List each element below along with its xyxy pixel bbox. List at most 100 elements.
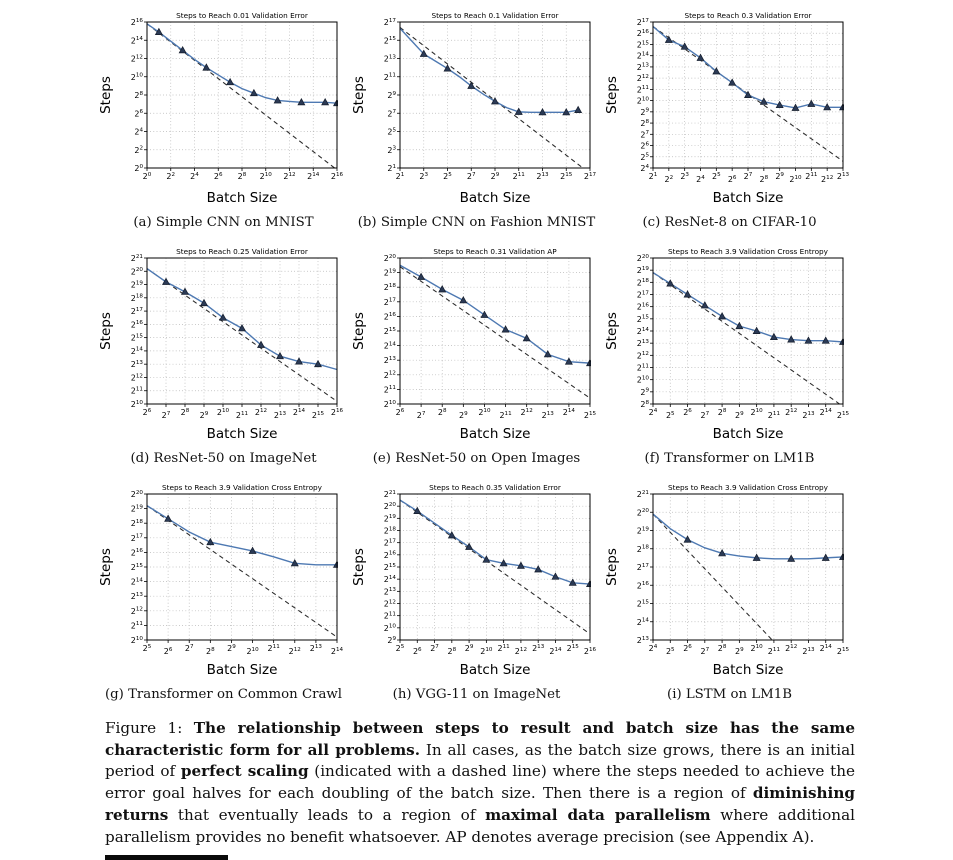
svg-text:28: 28 xyxy=(447,647,456,656)
figure-grid: 20 22 24 26 28 210 212 214 216 20 22 24 26 28 210 212 21… xyxy=(97,0,856,702)
svg-text:212: 212 xyxy=(131,373,143,382)
svg-text:28: 28 xyxy=(438,408,447,417)
svg-text:217: 217 xyxy=(637,290,650,299)
svg-text:29: 29 xyxy=(640,108,649,117)
svg-text:217: 217 xyxy=(384,298,397,307)
svg-text:29: 29 xyxy=(387,91,396,100)
svg-text:217: 217 xyxy=(637,18,650,27)
caption-row-2: (d) ResNet-50 on ImageNet (e) ResNet-50 … xyxy=(97,451,856,466)
svg-text:29: 29 xyxy=(387,636,396,645)
svg-text:213: 213 xyxy=(637,636,650,645)
caption-row-1: (a) Simple CNN on MNIST (b) Simple CNN o… xyxy=(97,215,856,230)
svg-text:215: 215 xyxy=(384,36,397,45)
svg-text:219: 219 xyxy=(637,266,650,275)
svg-text:220: 220 xyxy=(131,490,144,499)
svg-text:26: 26 xyxy=(164,647,173,656)
svg-text:211: 211 xyxy=(498,644,511,653)
svg-text:211: 211 xyxy=(513,172,526,181)
svg-text:28: 28 xyxy=(718,644,727,653)
svg-text:210: 210 xyxy=(478,408,491,417)
svg-text:212: 212 xyxy=(131,54,143,63)
svg-text:215: 215 xyxy=(131,333,144,342)
svg-text:25: 25 xyxy=(640,153,649,162)
svg-text:210: 210 xyxy=(751,408,764,417)
svg-text:Steps to Reach 0.25 Validation: Steps to Reach 0.25 Validation Error xyxy=(176,247,308,256)
svg-text:213: 213 xyxy=(837,172,850,181)
svg-text:28: 28 xyxy=(640,400,649,409)
svg-text:220: 220 xyxy=(637,254,650,263)
svg-text:29: 29 xyxy=(465,644,474,653)
svg-text:211: 211 xyxy=(268,644,281,653)
svg-text:29: 29 xyxy=(775,172,784,181)
svg-text:21: 21 xyxy=(387,164,396,173)
subplot-e-resnet50-open-images: 26 27 28 29 210 211 212 213 214 215 210 211 212 213 21… xyxy=(350,246,603,448)
svg-text:213: 213 xyxy=(384,587,397,596)
svg-text:211: 211 xyxy=(131,621,144,630)
svg-text:27: 27 xyxy=(467,172,476,181)
svg-text:221: 221 xyxy=(384,490,397,499)
svg-text:216: 216 xyxy=(637,581,650,590)
chart-a-svg: 20 22 24 26 28 210 212 214 216 20 22 24 26 28 210 212 21… xyxy=(98,11,344,206)
svg-text:210: 210 xyxy=(384,624,397,633)
svg-text:Steps to Reach 0.31 Validation: Steps to Reach 0.31 Validation AP xyxy=(433,247,557,256)
svg-text:216: 216 xyxy=(331,408,344,417)
svg-text:213: 213 xyxy=(131,360,144,369)
svg-text:215: 215 xyxy=(584,411,597,420)
subplot-d-resnet50-imagenet: 26 27 28 29 210 211 212 213 214 215 216 210 211 212 21… xyxy=(97,246,350,448)
svg-text:Steps: Steps xyxy=(604,548,620,586)
svg-text:24: 24 xyxy=(696,175,705,184)
svg-text:22: 22 xyxy=(665,175,674,184)
svg-text:214: 214 xyxy=(384,575,397,584)
chart-e-svg: 26 27 28 29 210 211 212 213 214 215 210 211 212 213 21… xyxy=(351,247,597,442)
svg-text:Steps: Steps xyxy=(351,548,367,586)
svg-text:213: 213 xyxy=(310,644,323,653)
chart-b-svg: 21 23 25 27 29 211 213 215 217 21 23 25 27 29 211 213 21… xyxy=(351,11,597,206)
svg-text:212: 212 xyxy=(515,647,527,656)
svg-text:210: 210 xyxy=(260,172,273,181)
svg-text:28: 28 xyxy=(640,119,649,128)
svg-text:219: 219 xyxy=(131,504,144,513)
subplot-g-transformer-common-crawl: 25 26 27 28 29 210 211 212 213 214 210 211 212 213 214… xyxy=(97,482,350,684)
cropped-element-edge xyxy=(105,855,228,860)
svg-text:214: 214 xyxy=(820,408,833,417)
svg-text:28: 28 xyxy=(718,408,727,417)
svg-text:210: 210 xyxy=(131,73,144,82)
svg-text:Steps: Steps xyxy=(351,312,367,350)
svg-text:219: 219 xyxy=(384,268,397,277)
svg-text:214: 214 xyxy=(549,647,562,656)
svg-text:20: 20 xyxy=(134,164,143,173)
svg-text:210: 210 xyxy=(217,408,230,417)
svg-text:28: 28 xyxy=(238,172,247,181)
svg-text:Batch Size: Batch Size xyxy=(207,426,278,442)
svg-text:216: 216 xyxy=(131,548,144,557)
subplot-f-transformer-lm1b: 24 25 26 27 28 29 210 211 212 213 214 215 28 29 210 211… xyxy=(603,246,856,448)
svg-text:Steps to Reach 0.35 Validation: Steps to Reach 0.35 Validation Error xyxy=(429,483,561,492)
svg-text:221: 221 xyxy=(131,254,144,263)
svg-text:218: 218 xyxy=(131,519,144,528)
svg-text:214: 214 xyxy=(131,347,144,356)
svg-text:25: 25 xyxy=(143,644,152,653)
svg-text:21: 21 xyxy=(649,172,658,181)
svg-text:212: 212 xyxy=(785,408,797,417)
svg-text:Batch Size: Batch Size xyxy=(207,190,278,206)
svg-text:212: 212 xyxy=(384,599,396,608)
svg-text:215: 215 xyxy=(560,172,573,181)
svg-text:212: 212 xyxy=(384,371,396,380)
svg-text:216: 216 xyxy=(131,320,144,329)
svg-text:25: 25 xyxy=(666,411,675,420)
svg-text:20: 20 xyxy=(143,172,152,181)
subplot-caption-a: (a) Simple CNN on MNIST xyxy=(133,215,314,230)
svg-text:27: 27 xyxy=(185,644,194,653)
svg-text:212: 212 xyxy=(521,408,533,417)
svg-text:Batch Size: Batch Size xyxy=(207,662,278,678)
svg-text:26: 26 xyxy=(396,408,405,417)
svg-text:Steps to Reach 3.9 Validation: Steps to Reach 3.9 Validation Cross Entr… xyxy=(162,483,323,492)
chart-row-2: 26 27 28 29 210 211 212 213 214 215 216 210 211 212 21… xyxy=(97,246,856,448)
svg-text:211: 211 xyxy=(768,411,781,420)
svg-text:218: 218 xyxy=(384,526,397,535)
svg-text:212: 212 xyxy=(255,408,267,417)
chart-h-svg: 25 26 27 28 29 210 211 212 213 214 215 216 29 210 211 2… xyxy=(351,483,597,678)
svg-text:Steps: Steps xyxy=(98,76,114,114)
svg-text:Batch Size: Batch Size xyxy=(713,190,784,206)
svg-text:215: 215 xyxy=(567,644,580,653)
